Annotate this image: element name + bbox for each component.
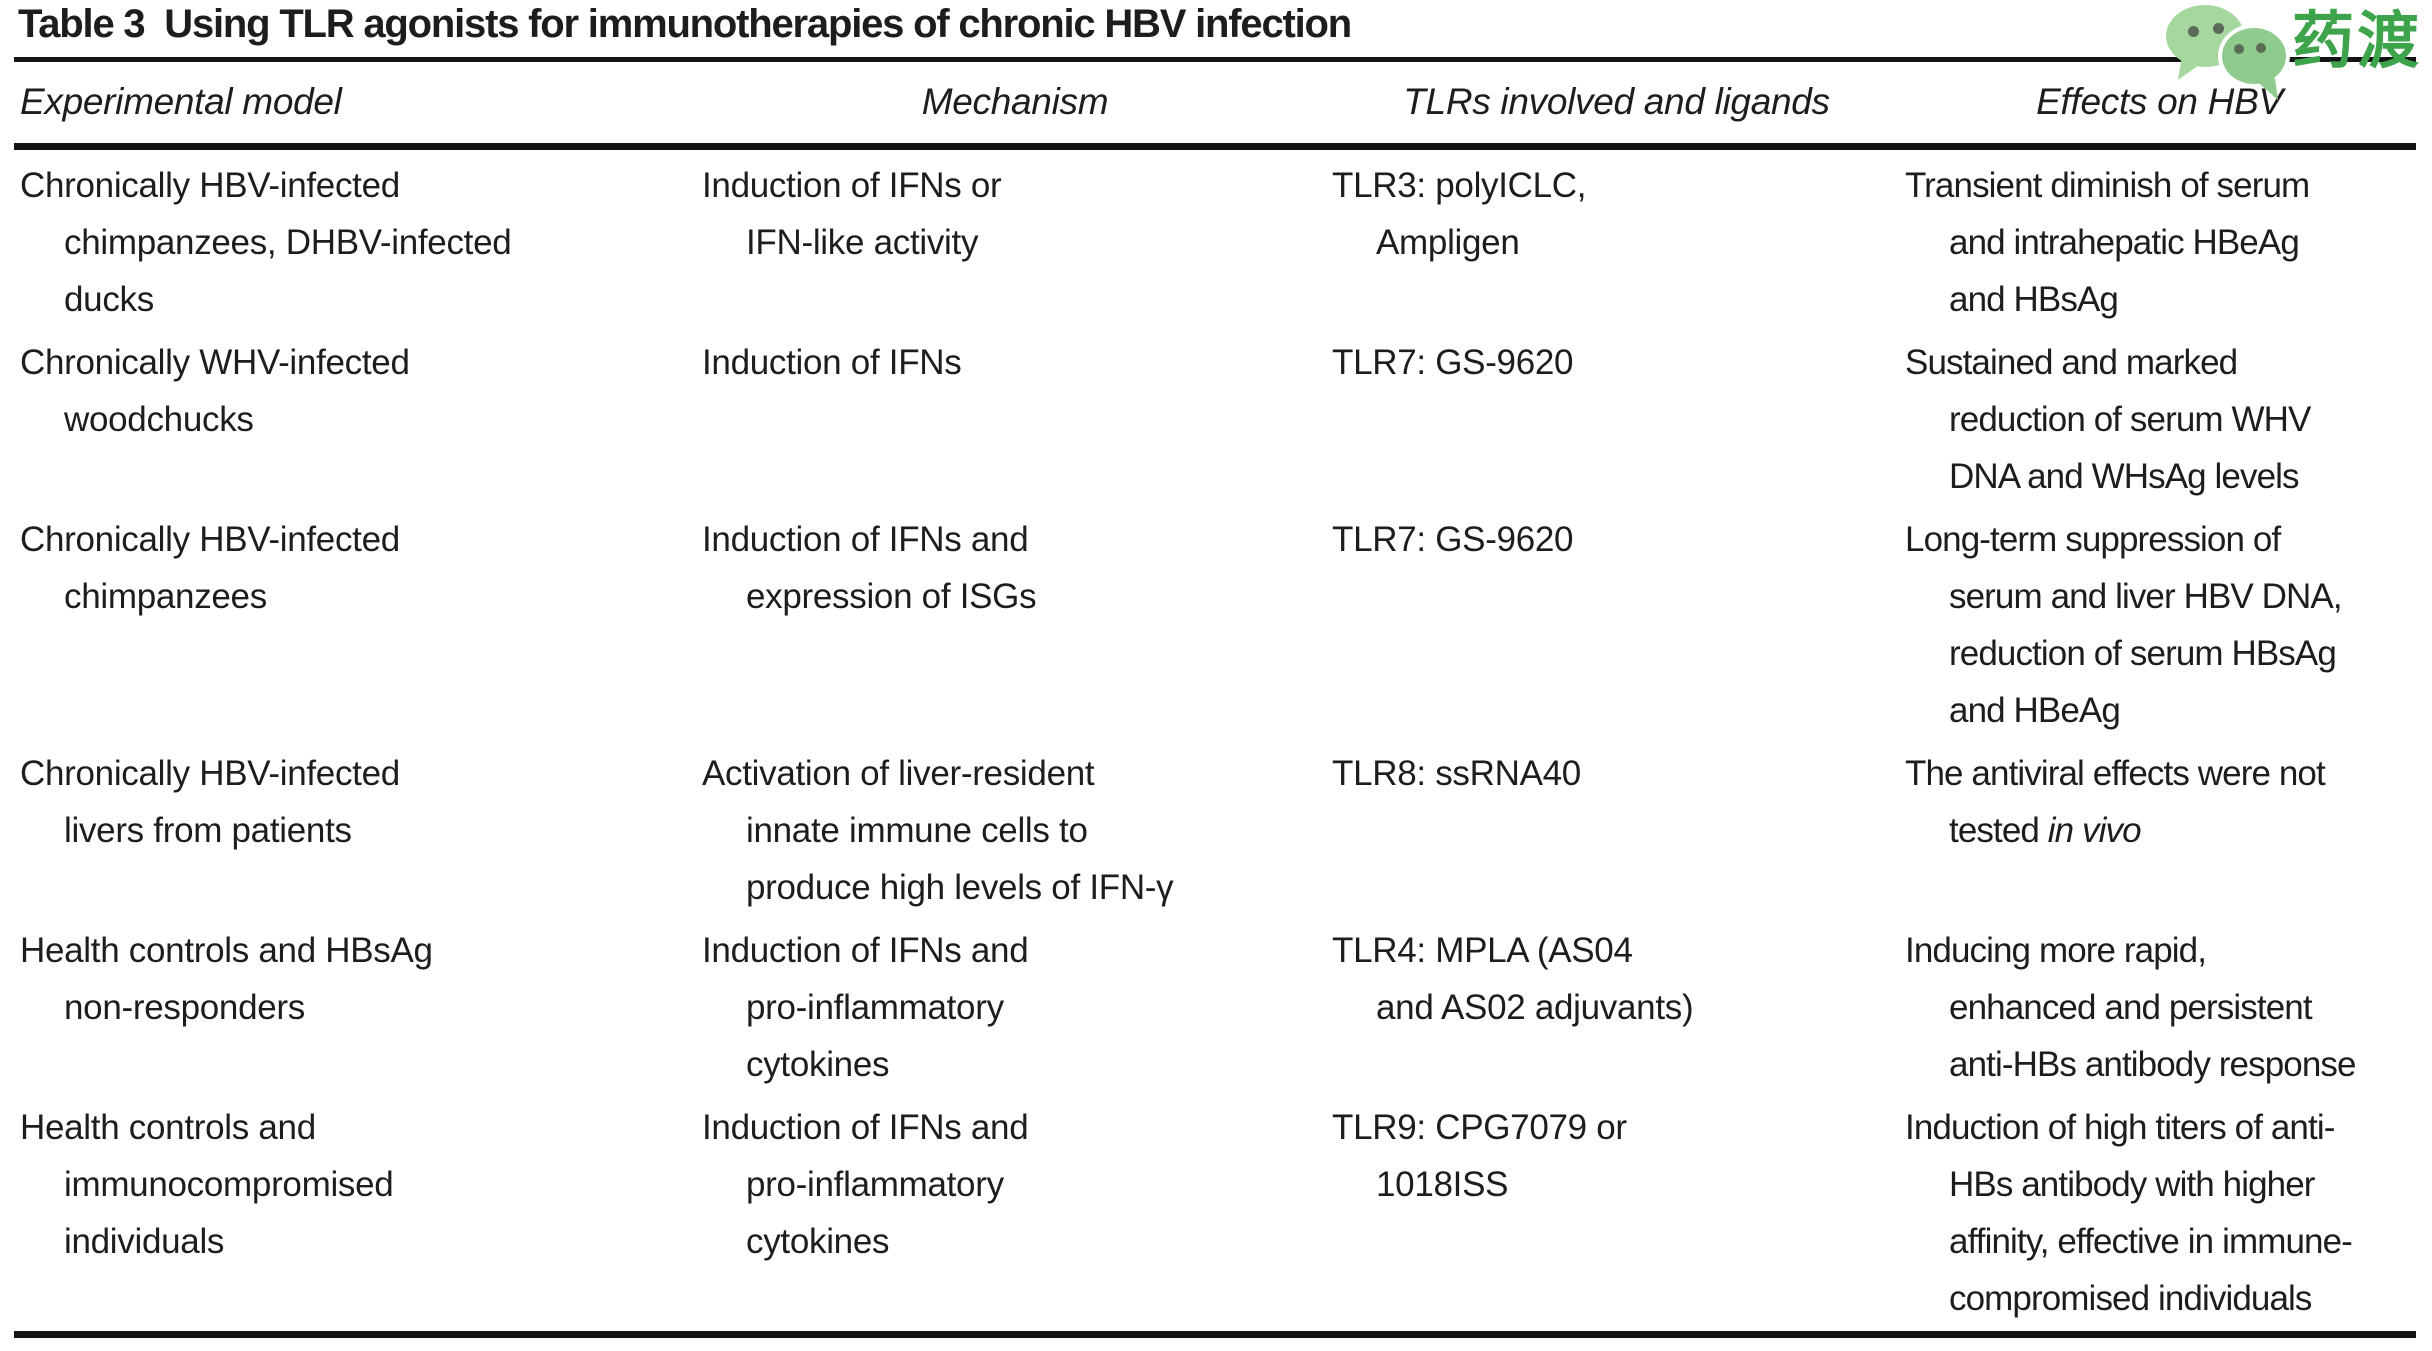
cell-mechanism: Induction of IFNs and expression of ISGs bbox=[702, 520, 1037, 616]
cell-tlrs-and-ligands: TLR7: GS-9620 bbox=[1332, 520, 1574, 559]
cell-effects-on-hbv: Induction of high titers of anti- HBs ant… bbox=[1905, 1108, 2353, 1318]
cell-mechanism: Induction of IFNs and pro-inflammatory cyt… bbox=[702, 1108, 1029, 1261]
column-header-effects-on-hbv: Effects on HBV bbox=[2036, 80, 2283, 122]
cell-mechanism: Activation of liver-resident innate immun… bbox=[702, 754, 1174, 907]
column-header-experimental-model: Experimental model bbox=[20, 80, 342, 122]
cell-effects-on-hbv: Transient diminish of serum and intrahepa… bbox=[1905, 166, 2310, 319]
bottom-rule bbox=[14, 1331, 2416, 1338]
cell-effects-on-hbv: Long-term suppression of serum and liver … bbox=[1905, 520, 2343, 730]
logo-text: 药渡 bbox=[2291, 4, 2422, 77]
cell-tlrs-and-ligands: TLR7: GS-9620 bbox=[1332, 343, 1574, 382]
table-title: Table 3 Using TLR agonists for immunothe… bbox=[18, 2, 1352, 46]
cell-experimental-model: Chronically WHV-infected woodchucks bbox=[20, 343, 410, 439]
bubble-eye-icon bbox=[2212, 23, 2224, 34]
bubble-eye-icon bbox=[2255, 43, 2266, 53]
cell-experimental-model: Chronically HBV-infected chimpanzees bbox=[20, 520, 400, 616]
cell-effects-on-hbv: The antiviral effects were not tested in … bbox=[1905, 754, 2326, 850]
bubble-eye-icon bbox=[2187, 26, 2199, 37]
table-header-row: Experimental model Mechanism TLRs involv… bbox=[18, 60, 2416, 143]
cell-experimental-model: Chronically HBV-infected chimpanzees, DHB… bbox=[20, 166, 512, 319]
table-row: Chronically HBV-infected chimpanzees, DHB… bbox=[18, 157, 2416, 328]
cell-effects-on-hbv: Sustained and marked reduction of serum W… bbox=[1905, 343, 2311, 496]
cell-effects-on-hbv: Inducing more rapid, enhanced and persist… bbox=[1905, 931, 2356, 1084]
cell-mechanism: Induction of IFNs and pro-inflammatory cyt… bbox=[702, 931, 1029, 1084]
header-rule bbox=[14, 143, 2416, 150]
table-row: Chronically HBV-infected chimpanzees Induc… bbox=[18, 511, 2416, 739]
bubble-eye-icon bbox=[2233, 44, 2244, 54]
table-row: Health controls and HBsAg non-responders I… bbox=[18, 922, 2416, 1093]
table-row: Chronically WHV-infected woodchucks Induct… bbox=[18, 334, 2416, 505]
cell-mechanism: Induction of IFNs bbox=[702, 343, 962, 382]
table-body: Chronically HBV-infected chimpanzees, DHB… bbox=[18, 157, 2416, 1333]
chat-bubble-small bbox=[2217, 24, 2290, 88]
cell-tlrs-and-ligands: TLR8: ssRNA40 bbox=[1332, 754, 1581, 793]
column-header-mechanism: Mechanism bbox=[921, 80, 1109, 122]
cell-tlrs-and-ligands: TLR9: CPG7079 or 1018ISS bbox=[1332, 1108, 1627, 1204]
cell-tlrs-and-ligands: TLR3: polyICLC, Ampligen bbox=[1332, 166, 1587, 262]
top-rule bbox=[14, 57, 2416, 62]
cell-tlrs-and-ligands: TLR4: MPLA (AS04 and AS02 adjuvants) bbox=[1332, 931, 1694, 1027]
cell-experimental-model: Health controls and immunocompromised indi… bbox=[20, 1108, 394, 1261]
table-row: Chronically HBV-infected livers from pati… bbox=[18, 745, 2416, 916]
wechat-bubbles-icon bbox=[2165, 0, 2292, 100]
brand-logo: 药渡 bbox=[2165, 0, 2422, 100]
table-row: Health controls and immunocompromised indi… bbox=[18, 1099, 2416, 1327]
cell-mechanism: Induction of IFNs or IFN-like activity bbox=[702, 166, 1002, 262]
cell-experimental-model: Chronically HBV-infected livers from pati… bbox=[20, 754, 400, 850]
cell-experimental-model: Health controls and HBsAg non-responders bbox=[20, 931, 433, 1027]
column-header-tlrs-involved-and-ligands: TLRs involved and ligands bbox=[1403, 80, 1830, 122]
